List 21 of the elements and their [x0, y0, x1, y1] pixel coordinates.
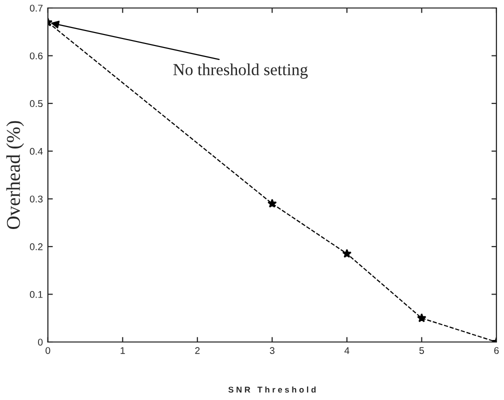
y-axis-title: Overhead (%): [6, 121, 24, 229]
annotation: No threshold setting: [173, 64, 308, 79]
point: [417, 313, 426, 322]
x-tick-label: 3: [270, 347, 274, 354]
point: [342, 248, 352, 258]
x-tick-label: 4: [344, 347, 350, 354]
y-tick-label: 0.7: [30, 4, 43, 12]
y-tick-label: 0.6: [30, 52, 43, 60]
y-tick-label: 0.5: [30, 100, 43, 108]
point: [268, 198, 277, 208]
x-tick-label: 6: [494, 347, 499, 354]
y-tick-label: 0.1: [30, 291, 43, 298]
x-tick-label: 5: [419, 347, 424, 354]
y-tick-label: 0.4: [30, 148, 43, 155]
y-tick-label: 0.2: [30, 243, 43, 250]
y-tick-label: 0: [38, 338, 43, 346]
y-tick-label: 0.3: [30, 196, 43, 202]
x-tick-label: 0: [46, 347, 50, 354]
x-axis-title: S N R T h r e s h o l d: [228, 386, 316, 393]
x-tick-label: 1: [120, 347, 125, 354]
x-tick-label: 2: [195, 347, 200, 354]
